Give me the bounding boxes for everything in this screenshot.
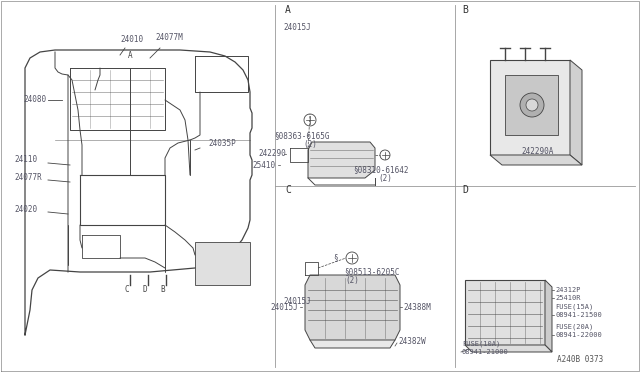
- Text: 24077M: 24077M: [155, 33, 183, 42]
- Text: 24382W: 24382W: [398, 337, 426, 346]
- Text: §08363-6165G: §08363-6165G: [275, 131, 330, 141]
- Text: D: D: [143, 285, 147, 295]
- Text: C: C: [125, 285, 129, 295]
- Text: §08513-6205C: §08513-6205C: [344, 267, 399, 276]
- Polygon shape: [570, 60, 582, 165]
- Text: 24015J: 24015J: [283, 298, 311, 307]
- Text: B: B: [161, 285, 165, 295]
- Text: 24077R: 24077R: [14, 173, 42, 183]
- Text: 24015J: 24015J: [270, 302, 298, 311]
- Text: 08941-21000: 08941-21000: [462, 349, 509, 355]
- Text: 24388M: 24388M: [403, 302, 431, 311]
- Circle shape: [520, 93, 544, 117]
- Text: 08941-21500: 08941-21500: [555, 312, 602, 318]
- Text: 24312P: 24312P: [555, 287, 580, 293]
- Text: FUSE(20A): FUSE(20A): [555, 324, 593, 330]
- Text: 25410: 25410: [252, 160, 275, 170]
- Text: 08941-22000: 08941-22000: [555, 332, 602, 338]
- Circle shape: [526, 99, 538, 111]
- Text: C: C: [285, 185, 291, 195]
- Text: 25410R: 25410R: [555, 295, 580, 301]
- Text: 24080: 24080: [23, 96, 46, 105]
- Text: A: A: [128, 51, 132, 61]
- Polygon shape: [310, 332, 395, 348]
- Polygon shape: [195, 242, 250, 285]
- Text: §08310-61642: §08310-61642: [353, 166, 409, 174]
- Text: A: A: [285, 5, 291, 15]
- Polygon shape: [305, 275, 400, 340]
- Text: 24010: 24010: [120, 35, 143, 44]
- Text: 24020: 24020: [14, 205, 37, 215]
- Polygon shape: [308, 142, 375, 178]
- Text: D: D: [462, 185, 468, 195]
- Polygon shape: [490, 155, 582, 165]
- Polygon shape: [465, 280, 545, 345]
- Polygon shape: [505, 75, 558, 135]
- Polygon shape: [545, 280, 552, 352]
- Text: A240B 0373: A240B 0373: [557, 356, 603, 365]
- Text: 24035P: 24035P: [208, 138, 236, 148]
- Polygon shape: [465, 345, 552, 352]
- Text: (2): (2): [303, 140, 317, 148]
- Text: 24110: 24110: [14, 155, 37, 164]
- Text: (2): (2): [378, 173, 392, 183]
- Text: 242290A: 242290A: [521, 148, 554, 157]
- Text: 24015J: 24015J: [283, 22, 311, 32]
- Text: 242290: 242290: [258, 150, 285, 158]
- Text: FUSE(15A): FUSE(15A): [555, 304, 593, 310]
- Text: (2): (2): [345, 276, 359, 285]
- Text: FUSE(10A): FUSE(10A): [462, 341, 500, 347]
- Text: §: §: [333, 253, 338, 263]
- Text: B: B: [462, 5, 468, 15]
- Polygon shape: [490, 60, 570, 155]
